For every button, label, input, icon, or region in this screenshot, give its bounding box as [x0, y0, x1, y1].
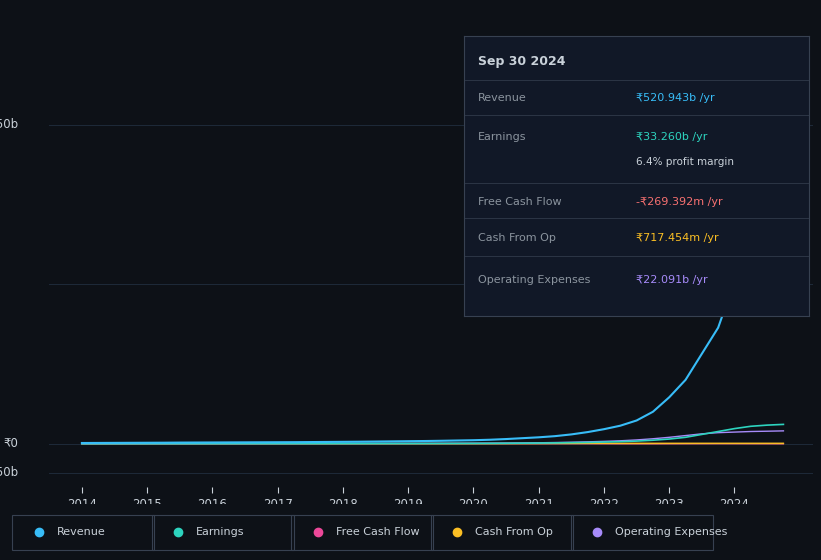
Text: ₹717.454m /yr: ₹717.454m /yr [636, 233, 719, 243]
Text: Free Cash Flow: Free Cash Flow [478, 197, 562, 207]
Text: ₹550b: ₹550b [0, 118, 19, 131]
Text: ₹0: ₹0 [4, 437, 19, 450]
Text: Cash From Op: Cash From Op [475, 527, 553, 537]
Text: Revenue: Revenue [57, 527, 105, 537]
Text: ₹22.091b /yr: ₹22.091b /yr [636, 275, 708, 285]
Text: -₹50b: -₹50b [0, 466, 19, 479]
Text: 6.4% profit margin: 6.4% profit margin [636, 157, 734, 167]
Text: Earnings: Earnings [196, 527, 245, 537]
Text: ₹520.943b /yr: ₹520.943b /yr [636, 93, 715, 103]
Text: Sep 30 2024: Sep 30 2024 [478, 55, 565, 68]
Text: Revenue: Revenue [478, 93, 526, 103]
Text: -₹269.392m /yr: -₹269.392m /yr [636, 197, 723, 207]
Text: Cash From Op: Cash From Op [478, 233, 556, 243]
Text: Operating Expenses: Operating Expenses [615, 527, 727, 537]
Text: ₹33.260b /yr: ₹33.260b /yr [636, 132, 708, 142]
Text: Free Cash Flow: Free Cash Flow [336, 527, 420, 537]
Text: Earnings: Earnings [478, 132, 526, 142]
Text: Operating Expenses: Operating Expenses [478, 275, 590, 285]
